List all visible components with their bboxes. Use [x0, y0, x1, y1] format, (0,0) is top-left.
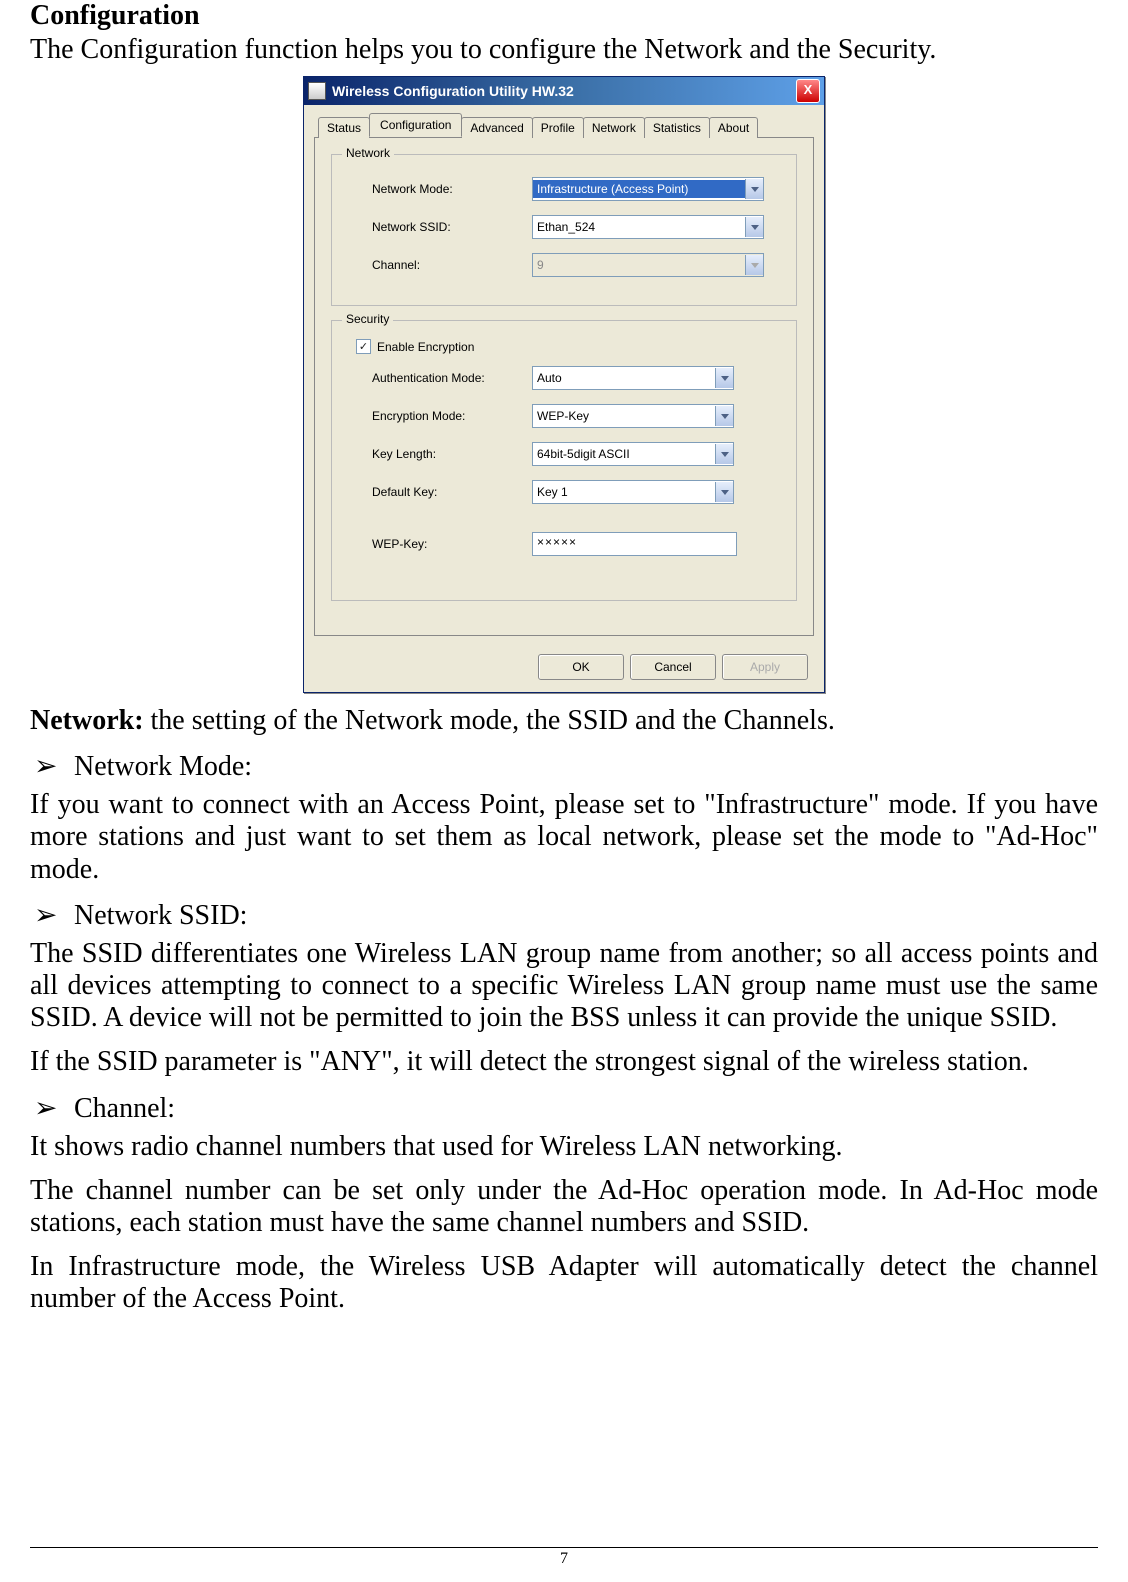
- tab-status[interactable]: Status: [318, 117, 370, 138]
- text-network-ssid-1: The SSID differentiates one Wireless LAN…: [30, 938, 1098, 1035]
- chevron-down-icon[interactable]: [715, 482, 733, 502]
- button-row: OK Cancel Apply: [304, 646, 824, 692]
- combo-encryption-mode-value: WEP-Key: [533, 407, 715, 425]
- dialog-window: Wireless Configuration Utility HW.32 X S…: [303, 76, 825, 693]
- chevron-down-icon: [745, 255, 763, 275]
- bullet-network-mode: ➢ Network Mode:: [30, 749, 1098, 783]
- bullet-channel-label: Channel:: [74, 1093, 175, 1125]
- bullet-network-ssid: ➢ Network SSID:: [30, 898, 1098, 932]
- group-network: Network Network Mode: Infrastructure (Ac…: [331, 154, 797, 306]
- label-network-ssid: Network SSID:: [372, 220, 532, 234]
- bullet-icon: ➢: [30, 898, 74, 932]
- tab-network[interactable]: Network: [583, 117, 645, 138]
- group-network-title: Network: [342, 146, 394, 160]
- combo-auth-mode[interactable]: Auto: [532, 366, 734, 390]
- label-default-key: Default Key:: [372, 485, 532, 499]
- tab-configuration[interactable]: Configuration: [369, 113, 462, 137]
- titlebar: Wireless Configuration Utility HW.32 X: [304, 77, 824, 105]
- network-line-text: the setting of the Network mode, the SSI…: [144, 705, 835, 736]
- bullet-network-ssid-label: Network SSID:: [74, 900, 247, 932]
- bullet-icon: ➢: [30, 749, 74, 783]
- input-wep-key[interactable]: ×××××: [532, 532, 737, 556]
- combo-encryption-mode[interactable]: WEP-Key: [532, 404, 734, 428]
- window-title: Wireless Configuration Utility HW.32: [332, 83, 796, 99]
- combo-network-ssid[interactable]: Ethan_524: [532, 215, 764, 239]
- label-network-mode: Network Mode:: [372, 182, 532, 196]
- network-line-label: Network:: [30, 705, 144, 736]
- combo-channel-value: 9: [533, 256, 745, 274]
- combo-network-mode-value: Infrastructure (Access Point): [533, 180, 745, 198]
- bullet-channel: ➢ Channel:: [30, 1091, 1098, 1125]
- combo-channel: 9: [532, 253, 764, 277]
- chevron-down-icon[interactable]: [745, 179, 763, 199]
- doc-intro: The Configuration function helps you to …: [30, 34, 1098, 66]
- page-number: 7: [560, 1550, 568, 1567]
- label-channel: Channel:: [372, 258, 532, 272]
- group-security: Security ✓ Enable Encryption Authenticat…: [331, 320, 797, 601]
- label-enable-encryption: Enable Encryption: [377, 340, 474, 354]
- label-key-length: Key Length:: [372, 447, 532, 461]
- label-auth-mode: Authentication Mode:: [372, 371, 532, 385]
- text-channel-2: The channel number can be set only under…: [30, 1175, 1098, 1239]
- network-line: Network: the setting of the Network mode…: [30, 705, 1098, 737]
- bullet-icon: ➢: [30, 1091, 74, 1125]
- tab-statistics[interactable]: Statistics: [644, 117, 710, 138]
- combo-default-key[interactable]: Key 1: [532, 480, 734, 504]
- text-network-ssid-2: If the SSID parameter is "ANY", it will …: [30, 1046, 1098, 1078]
- text-network-mode: If you want to connect with an Access Po…: [30, 789, 1098, 886]
- page-footer: 7: [30, 1547, 1098, 1568]
- text-channel-1: It shows radio channel numbers that used…: [30, 1131, 1098, 1163]
- apply-button: Apply: [722, 654, 808, 680]
- tabpanel: Network Network Mode: Infrastructure (Ac…: [314, 137, 814, 636]
- screenshot-container: Wireless Configuration Utility HW.32 X S…: [30, 76, 1098, 693]
- combo-key-length[interactable]: 64bit-5digit ASCII: [532, 442, 734, 466]
- close-button[interactable]: X: [796, 79, 820, 103]
- text-channel-3: In Infrastructure mode, the Wireless USB…: [30, 1251, 1098, 1315]
- bullet-network-mode-label: Network Mode:: [74, 751, 252, 783]
- checkbox-enable-encryption[interactable]: ✓: [356, 339, 371, 354]
- combo-default-key-value: Key 1: [533, 483, 715, 501]
- app-icon: [308, 82, 326, 100]
- label-wep-key: WEP-Key:: [372, 537, 532, 551]
- group-security-title: Security: [342, 312, 393, 326]
- chevron-down-icon[interactable]: [745, 217, 763, 237]
- combo-key-length-value: 64bit-5digit ASCII: [533, 445, 715, 463]
- combo-auth-mode-value: Auto: [533, 369, 715, 387]
- chevron-down-icon[interactable]: [715, 406, 733, 426]
- combo-network-mode[interactable]: Infrastructure (Access Point): [532, 177, 764, 201]
- tab-about[interactable]: About: [709, 117, 758, 138]
- tab-profile[interactable]: Profile: [532, 117, 584, 138]
- tabstrip: Status Configuration Advanced Profile Ne…: [304, 105, 824, 137]
- combo-network-ssid-value: Ethan_524: [533, 218, 745, 236]
- chevron-down-icon[interactable]: [715, 368, 733, 388]
- tab-advanced[interactable]: Advanced: [461, 117, 532, 138]
- cancel-button[interactable]: Cancel: [630, 654, 716, 680]
- label-encryption-mode: Encryption Mode:: [372, 409, 532, 423]
- doc-heading: Configuration: [30, 0, 1098, 32]
- chevron-down-icon[interactable]: [715, 444, 733, 464]
- ok-button[interactable]: OK: [538, 654, 624, 680]
